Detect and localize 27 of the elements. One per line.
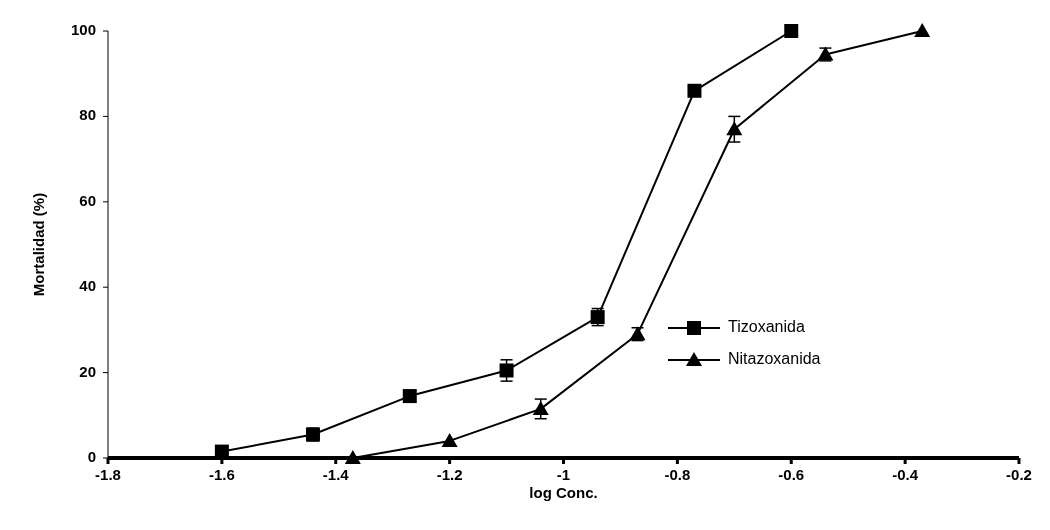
x-tick-label: -0.2 bbox=[1006, 466, 1032, 483]
y-tick-label: 0 bbox=[87, 447, 96, 465]
x-tick-label: -0.6 bbox=[778, 466, 805, 483]
point bbox=[499, 363, 514, 378]
x-tick-label: -1.6 bbox=[208, 466, 235, 483]
point bbox=[914, 23, 931, 37]
legend-label: Tizoxanida bbox=[728, 318, 805, 336]
x-tick-label: -1.4 bbox=[322, 466, 350, 483]
legend-label: Nitazoxanida bbox=[728, 350, 821, 368]
point bbox=[784, 24, 799, 38]
x-tick-label: -0.4 bbox=[892, 466, 919, 483]
point bbox=[687, 83, 702, 98]
x-tick-label: -0.8 bbox=[664, 466, 691, 483]
x-axis-title: log Conc. bbox=[529, 484, 598, 501]
y-tick-label: 80 bbox=[79, 106, 96, 124]
point bbox=[441, 432, 458, 447]
y-tick-label: 100 bbox=[70, 20, 96, 38]
point bbox=[532, 400, 549, 415]
y-tick-label: 60 bbox=[79, 191, 96, 209]
point bbox=[402, 389, 417, 404]
y-tick-label: 40 bbox=[79, 277, 96, 295]
y-tick-label: 20 bbox=[79, 362, 96, 380]
x-tick-label: -1.2 bbox=[436, 466, 463, 483]
x-tick-label: -1 bbox=[556, 466, 571, 483]
point bbox=[726, 121, 743, 136]
y-axis-title: Mortalidad (%) bbox=[30, 192, 47, 297]
x-tick-label: -1.8 bbox=[95, 466, 121, 483]
